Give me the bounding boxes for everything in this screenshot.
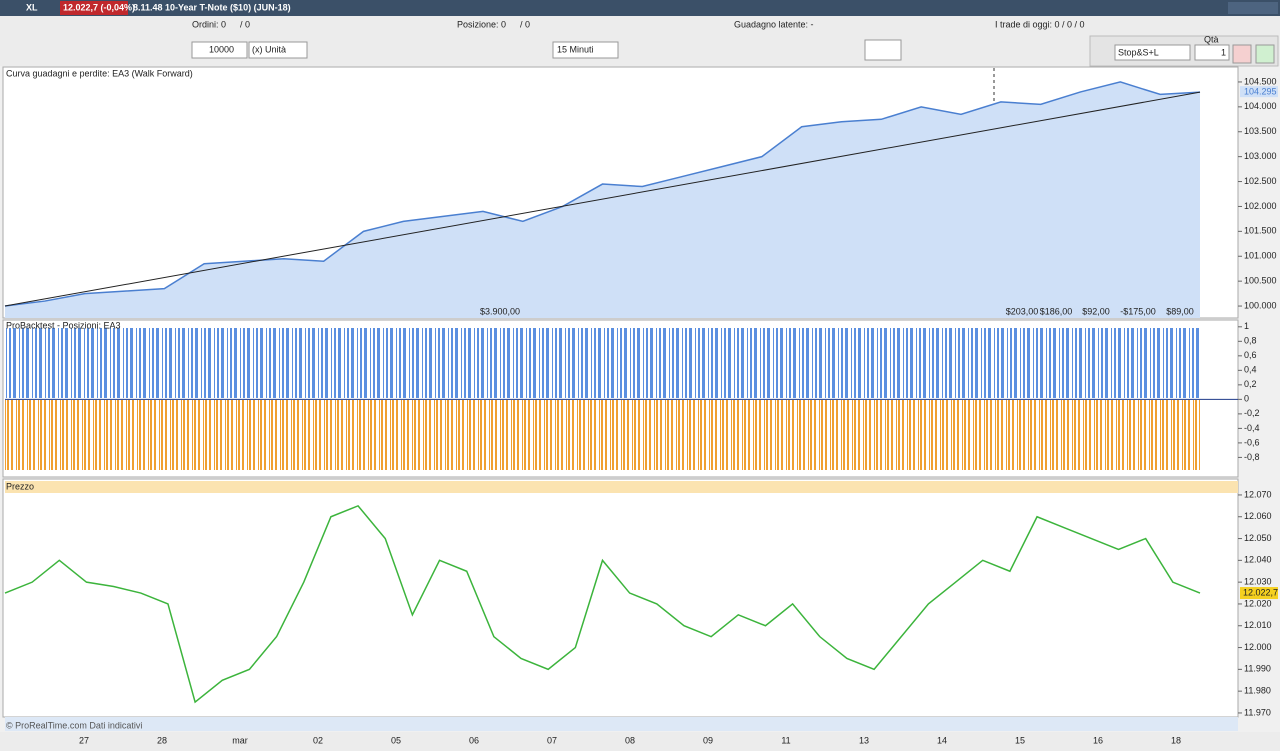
trend-line (4, 91, 1201, 307)
y-tick-label: 0,2 (1244, 379, 1257, 389)
qta-value: 1 (1221, 47, 1226, 57)
footer-label: $203,00 (1006, 306, 1039, 316)
y-tick-label: 11.980 (1244, 686, 1271, 696)
price-title: Prezzo (6, 481, 34, 491)
posizione: Posizione: 0 (457, 19, 506, 29)
equity-line (4, 81, 1201, 307)
y-tick-label: 101.500 (1244, 226, 1277, 236)
y-tick-label: 103.000 (1244, 151, 1277, 161)
long-positions (5, 328, 1200, 398)
equity-area (5, 81, 1200, 318)
y-tick-label: 102.000 (1244, 201, 1277, 211)
y-tick-label: 100.000 (1244, 300, 1277, 310)
y-tick-label: 12.050 (1244, 533, 1272, 543)
y-tick-label: 104.000 (1244, 101, 1277, 111)
x-tick-label: 15 (1015, 735, 1025, 745)
x-tick-label: 08 (625, 735, 635, 745)
sell-button[interactable] (1232, 44, 1252, 64)
price-badge: 12.022,7 (-0,04%) (63, 2, 135, 12)
price-label-bg (1240, 587, 1278, 600)
qta-label: Qtà (1204, 34, 1219, 44)
qty-value: 10000 (209, 44, 234, 54)
trade-strip (5, 481, 1238, 493)
qta-input[interactable] (1194, 44, 1230, 61)
equity-title: Curva guadagni e perdite: EA3 (Walk Forw… (6, 68, 193, 78)
order-type: Stop&S+L (1118, 47, 1159, 57)
qty-input[interactable] (191, 41, 248, 59)
x-tick-label: 11 (781, 735, 790, 745)
price-area (2, 478, 1239, 718)
footer: © ProRealTime.com Dati indicativi (6, 720, 142, 730)
title-bar (0, 0, 1280, 16)
posizione-b: / 0 (520, 19, 530, 29)
price-badge-bg (60, 1, 128, 15)
y-tick-label: 100.500 (1244, 276, 1277, 286)
positions-title: ProBacktest - Posizioni: EA3 (6, 320, 121, 330)
x-tick-label: 09 (703, 735, 713, 745)
x-tick-label: 14 (937, 735, 947, 745)
x-axis-bar (0, 732, 1280, 751)
instrument: 8.11.48 10-Year T-Note ($10) (JUN-18) (133, 2, 291, 12)
x-tick-label: 06 (469, 735, 479, 745)
footer-label: $89,00 (1166, 306, 1194, 316)
y-tick-label: 1 (1244, 321, 1249, 331)
x-tick-label: 07 (547, 735, 557, 745)
y-tick-label: 12.020 (1244, 598, 1272, 608)
order-type-select[interactable] (1114, 44, 1191, 61)
timeframe-select[interactable] (552, 41, 619, 59)
footer-label: $92,00 (1082, 306, 1110, 316)
timeframe: 15 Minuti (557, 44, 594, 54)
y-tick-label: 12.040 (1244, 555, 1272, 565)
x-tick-label: 16 (1093, 735, 1103, 745)
unit: (x) Unità (252, 44, 286, 54)
y-tick-label: -0,6 (1244, 437, 1260, 447)
y-tick-label: 102.500 (1244, 176, 1277, 186)
window-controls[interactable] (1228, 2, 1278, 14)
y-tick-label: 11.970 (1244, 707, 1271, 717)
x-tick-label: mar (232, 735, 248, 745)
ordini: Ordini: 0 (192, 19, 226, 29)
y-tick-label: 12.030 (1244, 577, 1272, 587)
x-tick-label: 13 (859, 735, 869, 745)
footer-label: -$175,00 (1120, 306, 1156, 316)
y-tick-label: 12.000 (1244, 642, 1272, 652)
y-tick-label: 0,4 (1244, 365, 1257, 375)
trade-oggi: I trade di oggi: 0 / 0 / 0 (995, 19, 1085, 29)
symbol: XL (26, 2, 38, 12)
short-positions (5, 400, 1200, 470)
indicator-button[interactable] (864, 39, 902, 61)
price-label: 12.022,7 (1243, 587, 1278, 597)
current-label: 104.295 (1244, 87, 1277, 97)
y-tick-label: 12.060 (1244, 511, 1272, 521)
x-tick-label: 18 (1171, 735, 1181, 745)
unit-select[interactable] (248, 41, 308, 59)
price-line (4, 504, 1201, 704)
trade-strip-bottom (5, 717, 1238, 731)
guadagno: Guadagno latente: - (734, 19, 814, 29)
y-tick-label: -0,4 (1244, 423, 1260, 433)
y-tick-label: 0,8 (1244, 336, 1257, 346)
y-tick-label: 0 (1244, 394, 1249, 404)
x-tick-label: 02 (313, 735, 323, 745)
y-tick-label: 11.990 (1244, 664, 1271, 674)
y-tick-label: 0,6 (1244, 350, 1257, 360)
footer-label: $186,00 (1040, 306, 1073, 316)
y-tick-label: -0,2 (1244, 408, 1260, 418)
x-tick-label: 28 (157, 735, 167, 745)
x-tick-label: 05 (391, 735, 401, 745)
footer-label: $3.900,00 (480, 306, 520, 316)
y-tick-label: 103.500 (1244, 126, 1277, 136)
x-tick-label: 27 (79, 735, 89, 745)
y-tick-label: 104.500 (1244, 76, 1277, 86)
y-tick-label: 12.070 (1244, 489, 1272, 499)
ordini-b: / 0 (240, 19, 250, 29)
current-label-bg (1240, 86, 1278, 98)
buy-button[interactable] (1255, 44, 1275, 64)
y-tick-label: 12.010 (1244, 620, 1272, 630)
y-tick-label: 101.000 (1244, 251, 1277, 261)
y-tick-label: -0,8 (1244, 452, 1260, 462)
